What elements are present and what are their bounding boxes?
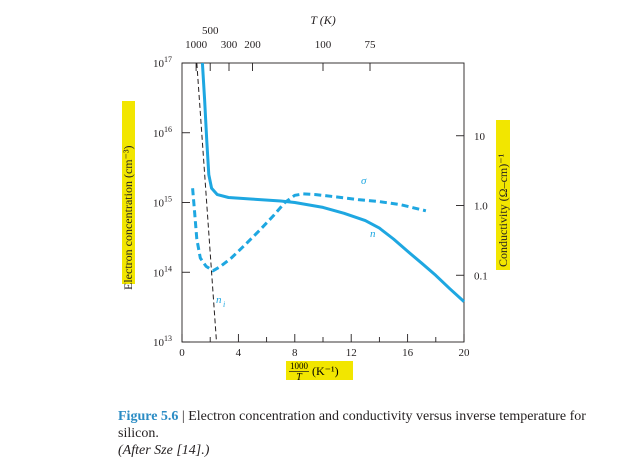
y-left-tick-label: 1014 xyxy=(153,264,172,279)
y-left-tick-exponent: 16 xyxy=(164,125,172,134)
left-axis-title-highlight xyxy=(122,101,135,284)
y-left-tick-label: 1013 xyxy=(153,334,172,349)
y-left-tick-exponent: 15 xyxy=(164,195,172,204)
top-tick-label: 75 xyxy=(365,39,377,51)
figure-label: Figure 5.6 xyxy=(118,409,179,424)
y-left-tick-label: 1017 xyxy=(153,55,172,70)
n-curve-label: n xyxy=(370,228,376,240)
y-left-tick-exponent: 17 xyxy=(164,55,172,64)
y-left-tick-mantissa: 10 xyxy=(153,128,165,140)
x-tick-label: 12 xyxy=(346,347,357,359)
ni-curve-label-subscript: i xyxy=(223,300,225,309)
y-left-tick-mantissa: 10 xyxy=(153,267,165,279)
series-sigma-line xyxy=(191,188,427,273)
y-left-tick-exponent: 13 xyxy=(164,334,172,343)
figure-caption: Figure 5.6 | Electron concentration and … xyxy=(118,408,598,459)
right-axis-title-highlight xyxy=(496,120,510,270)
y-left-tick-mantissa: 10 xyxy=(153,58,165,70)
y-right-tick-label: 1.0 xyxy=(474,201,488,213)
series-n-line xyxy=(200,62,466,303)
series-n_i-line xyxy=(196,62,217,343)
x-tick-label: 4 xyxy=(236,347,242,359)
x-tick-label: 0 xyxy=(179,347,185,359)
x-axis-title-denominator: T xyxy=(296,372,303,383)
top-tick-label: 200 xyxy=(244,39,261,51)
y-right-tick-label: 10 xyxy=(474,131,486,143)
top-tick-label: 100 xyxy=(315,39,332,51)
y-left-tick-mantissa: 10 xyxy=(153,198,165,210)
y-right-tick-label: 0.1 xyxy=(474,270,488,282)
x-tick-label: 16 xyxy=(402,347,414,359)
left-axis-title: Electron concentration (cm⁻³) xyxy=(121,145,135,290)
y-left-tick-exponent: 14 xyxy=(164,264,172,273)
series xyxy=(191,62,466,343)
x-tick-label: 20 xyxy=(459,347,471,359)
top-axis-title: T (K) xyxy=(310,13,335,27)
caption-source: (After Sze [14].) xyxy=(118,443,210,458)
caption-separator: | xyxy=(178,409,189,424)
x-axis-title-highlight xyxy=(286,361,353,380)
ni-curve-label: n xyxy=(216,294,222,306)
right-axis-title: Conductivity (Ω–cm)⁻¹ xyxy=(496,153,510,267)
x-tick-label: 8 xyxy=(292,347,298,359)
x-axis-title-numerator: 1000 xyxy=(290,361,309,371)
y-left-tick-label: 1015 xyxy=(153,195,172,210)
sigma-curve-label: σ xyxy=(361,175,367,187)
ticks xyxy=(181,62,465,343)
y-left-tick-mantissa: 10 xyxy=(153,337,165,349)
y-left-tick-label: 1016 xyxy=(153,125,172,140)
top-tick-label: 1000 xyxy=(185,39,208,51)
caption-text: Electron concentration and conductivity … xyxy=(118,409,586,441)
top-tick-label: 500 xyxy=(202,25,219,37)
top-tick-label: 300 xyxy=(221,39,238,51)
x-axis-title-unit: (K⁻¹) xyxy=(312,364,339,378)
